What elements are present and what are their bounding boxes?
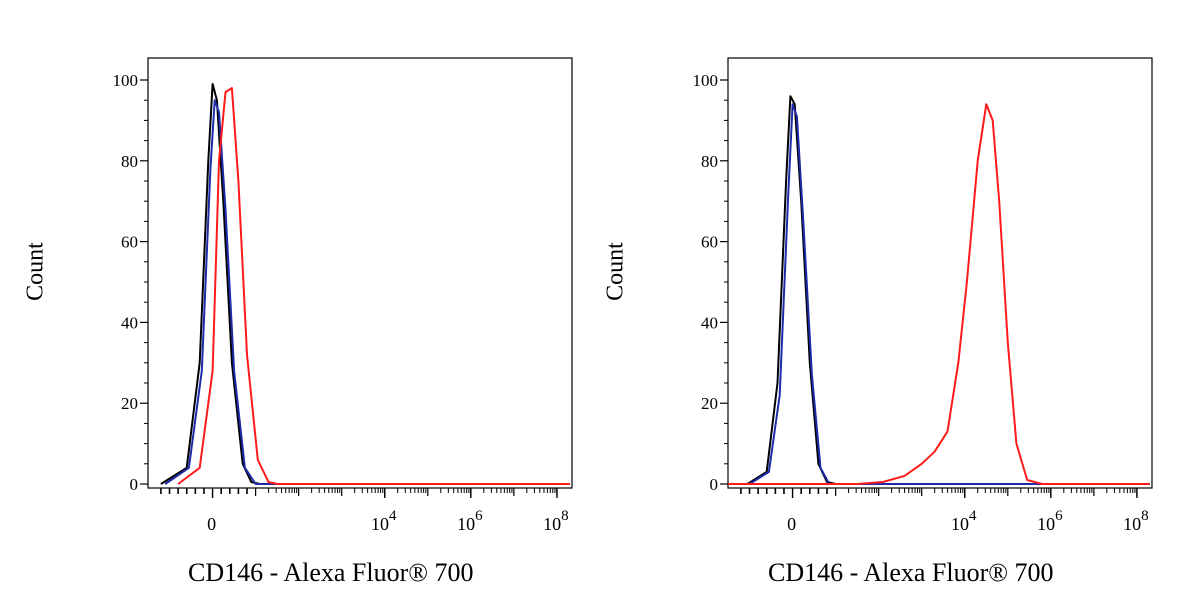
y-tick-label: 60 (701, 233, 718, 252)
y-tick-label: 20 (121, 394, 138, 413)
series-line-2 (177, 87, 570, 485)
x-tick-label: 106 (1037, 508, 1063, 534)
y-tick-label: 80 (701, 152, 718, 171)
y-tick-label: 20 (701, 394, 718, 413)
y-axis-label: Count (22, 242, 49, 301)
x-tick-label: 104 (371, 508, 397, 534)
series-line-1 (164, 99, 570, 485)
x-tick-label: 0 (207, 514, 216, 534)
series-line-1 (748, 103, 1150, 485)
x-axis-label: CD146 - Alexa Fluor® 700 (188, 558, 474, 587)
histogram-panel-left: 0 20 40 60 80 100 0 104 106 108 Count CD146 - Ale… (22, 57, 573, 587)
y-tick-label: 60 (121, 233, 138, 252)
y-tick-label: 80 (121, 152, 138, 171)
y-tick-label: 0 (710, 475, 719, 494)
x-tick-label: 106 (457, 508, 483, 534)
x-tick-label: 0 (787, 514, 796, 534)
x-tick-label: 108 (543, 508, 569, 534)
y-tick-label: 100 (113, 71, 139, 90)
plot-frame (147, 57, 573, 489)
x-tick-label: 104 (951, 508, 977, 534)
y-tick-label: 40 (701, 313, 718, 332)
series-line-2 (728, 103, 1150, 485)
y-tick-label: 100 (693, 71, 719, 90)
histogram-chart-left: 0 20 40 60 80 100 0 104 106 108 (113, 57, 573, 534)
series-line-0 (160, 83, 570, 485)
x-axis-label: CD146 - Alexa Fluor® 700 (768, 558, 1054, 587)
y-tick-label: 40 (121, 313, 138, 332)
plot-frame (727, 57, 1153, 489)
y-tick-label: 0 (130, 475, 139, 494)
histogram-chart-right: 0 20 40 60 80 100 0 104 106 108 (693, 57, 1153, 534)
x-tick-label: 108 (1123, 508, 1149, 534)
histogram-panel-right: 0 20 40 60 80 100 0 104 106 108 Count CD146 - Ale… (580, 0, 1180, 600)
y-axis-label: Count (602, 242, 629, 301)
